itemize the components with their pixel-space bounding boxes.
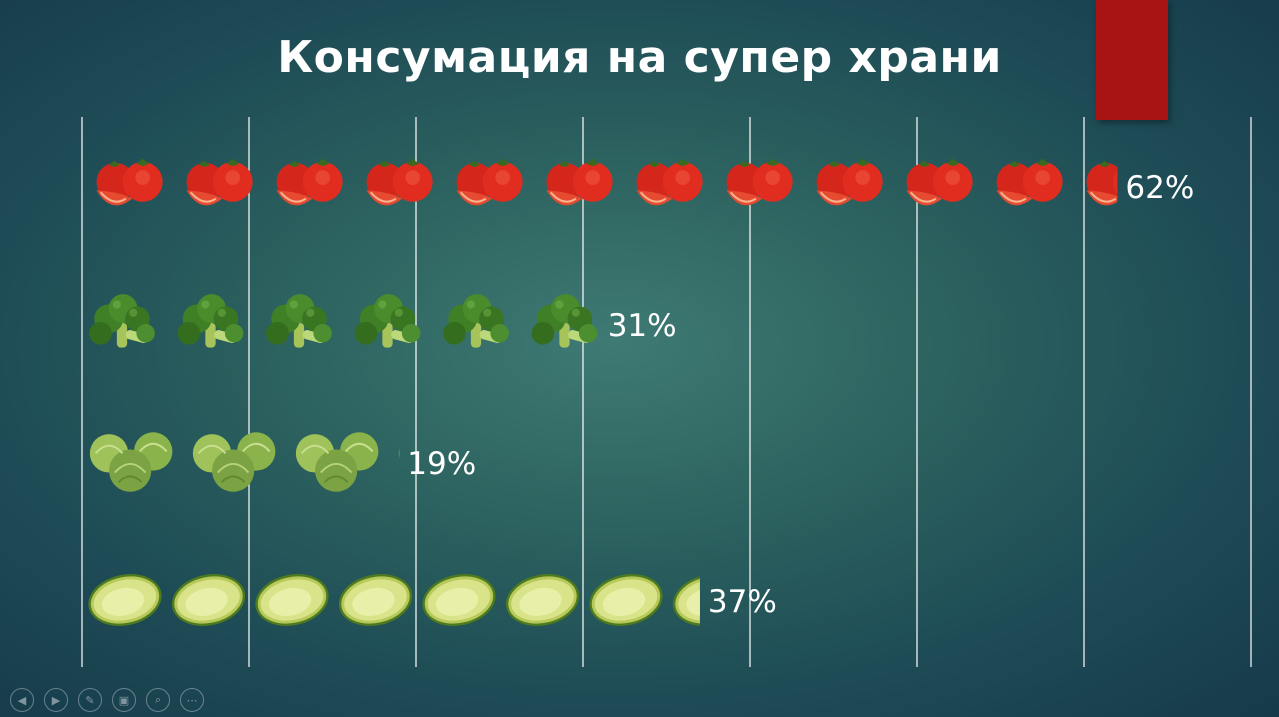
tomato-icon	[545, 157, 614, 207]
broccoli-icon	[531, 294, 598, 348]
slides-icon[interactable]: ▣	[112, 688, 136, 712]
data-label: 62%	[1125, 170, 1194, 206]
tomato-icon	[185, 157, 254, 207]
bar-avocado	[86, 570, 700, 630]
presentation-toolbar: ◀ ▶ ✎ ▣ ⌕ ⋯	[10, 688, 204, 712]
tomato-icon	[725, 157, 794, 207]
pen-icon[interactable]: ✎	[78, 688, 102, 712]
data-label: 37%	[708, 584, 777, 620]
tomato-icon	[995, 157, 1064, 207]
data-label: 19%	[407, 446, 476, 482]
tomato-icon	[815, 157, 884, 207]
broccoli-icon	[354, 294, 421, 348]
more-icon[interactable]: ⋯	[180, 688, 204, 712]
avocado-icon	[420, 570, 498, 630]
tomato-icon	[905, 157, 974, 207]
avocado-icon	[587, 570, 665, 630]
avocado-icon	[253, 570, 331, 630]
tomato-icon	[275, 157, 344, 207]
avocado-icon	[503, 570, 582, 630]
broccoli-icon	[177, 294, 244, 348]
brussels-sprout-icon	[88, 431, 174, 493]
slide-title: Консумация на супер храни	[277, 32, 1002, 83]
bar-broccoli	[89, 294, 598, 348]
accent-block	[1096, 0, 1168, 120]
bar-tomato	[95, 157, 1118, 207]
next-icon[interactable]: ▶	[44, 688, 68, 712]
brussels-sprout-icon	[191, 431, 277, 493]
avocado-icon	[169, 570, 248, 630]
broccoli-icon	[443, 294, 509, 348]
avocado-icon	[336, 570, 415, 630]
tomato-icon	[365, 157, 434, 207]
avocado-icon	[86, 570, 164, 630]
brussels-sprout-icon	[294, 431, 380, 493]
tomato-icon	[635, 157, 704, 207]
broccoli-icon	[89, 294, 155, 348]
tomato-icon	[95, 157, 164, 207]
zoom-icon[interactable]: ⌕	[146, 688, 170, 712]
data-label: 31%	[608, 308, 677, 344]
broccoli-icon	[266, 294, 332, 348]
previous-icon[interactable]: ◀	[10, 688, 34, 712]
tomato-icon	[455, 157, 524, 207]
